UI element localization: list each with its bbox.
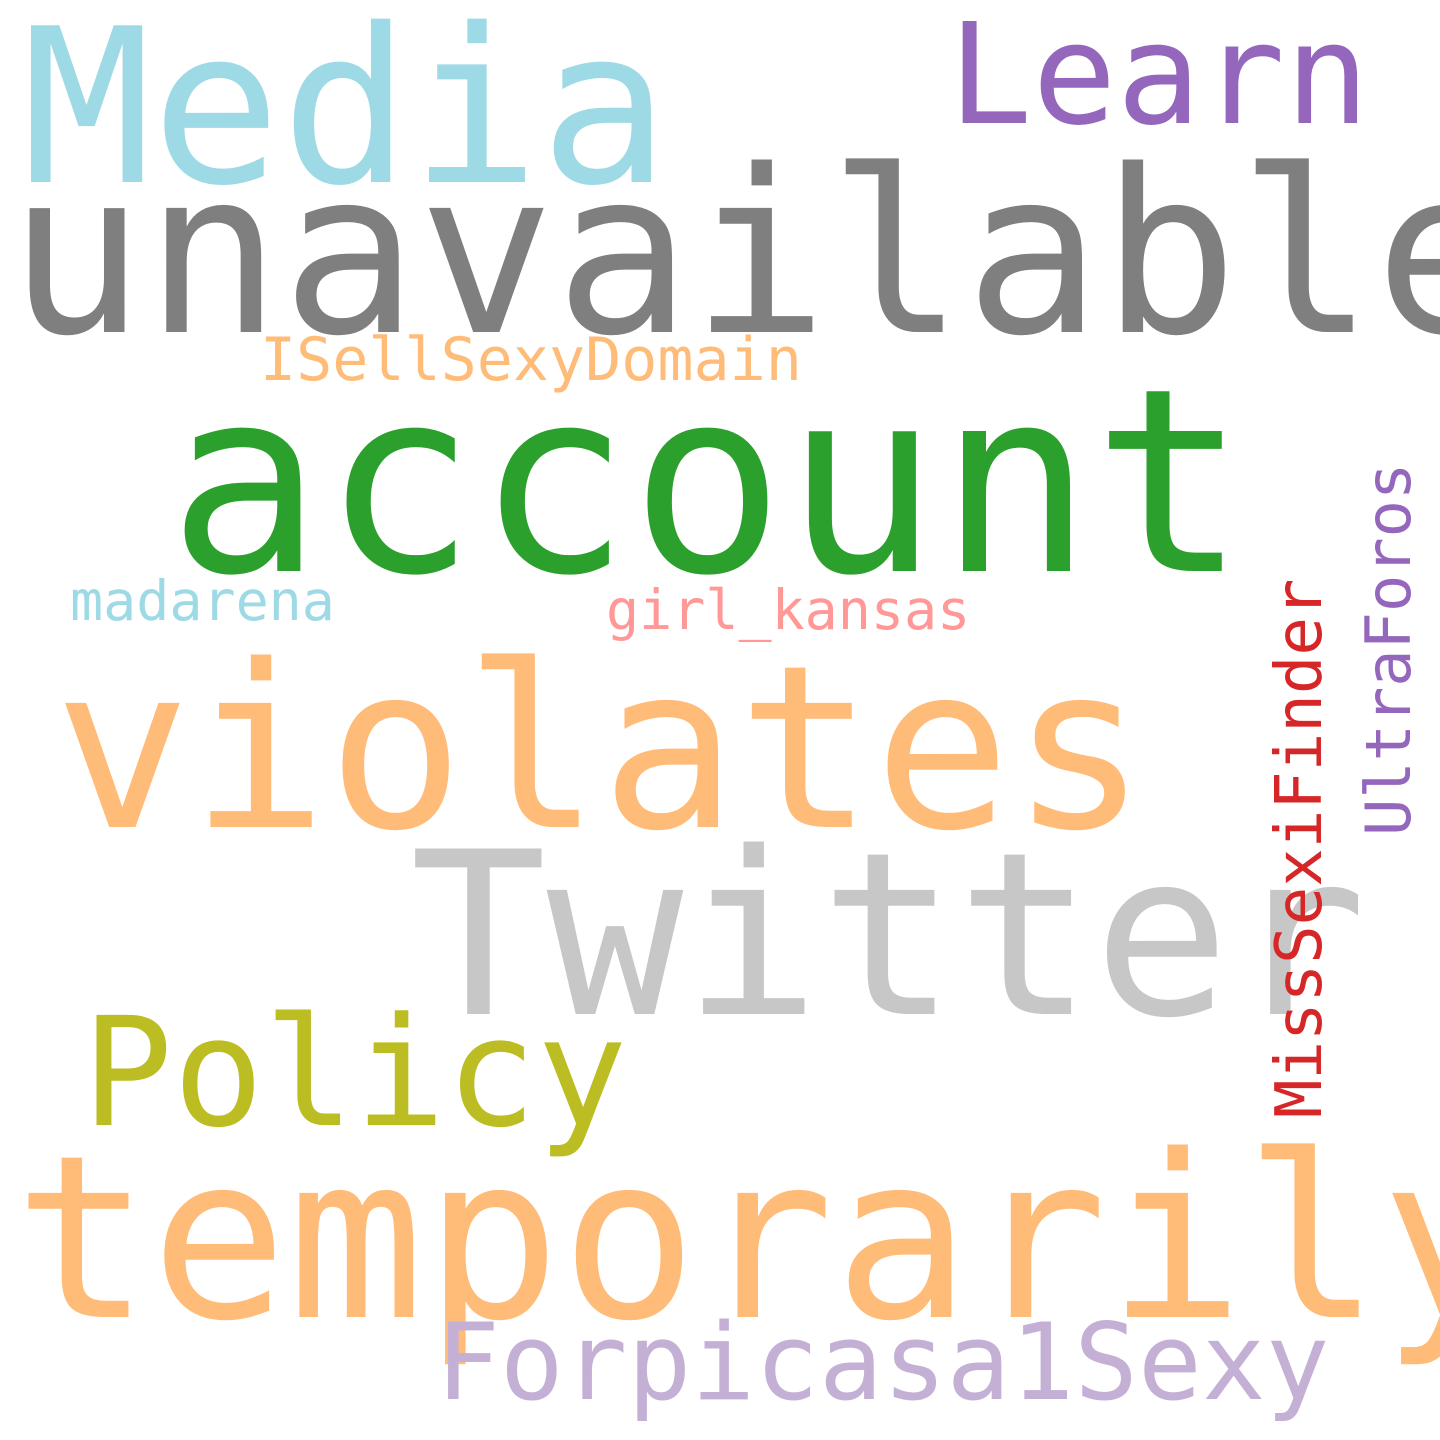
word-forpicasa1sexy: Forpicasa1Sexy xyxy=(436,1310,1329,1416)
word-ultraforos: UltraForos xyxy=(1358,463,1420,836)
word-misssexifinder: MissSexiFinder xyxy=(1268,579,1332,1118)
